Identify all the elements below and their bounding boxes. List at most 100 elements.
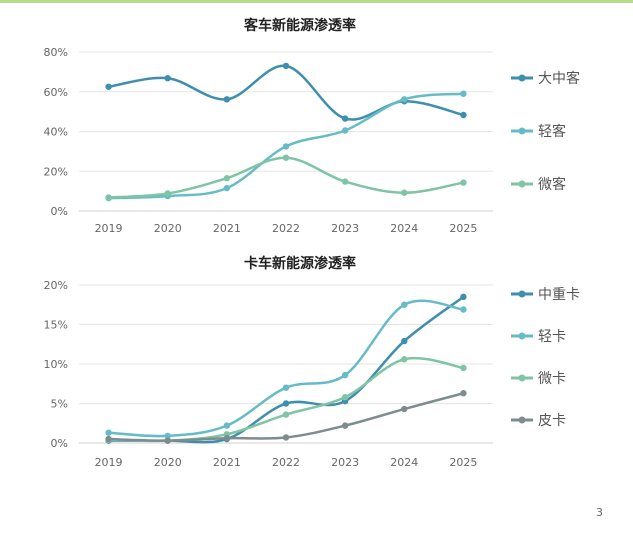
chart-1: 客车新能源渗透率 0% 20% 40% 60% 80% 2019 2020 2021 2022 20… — [44, 17, 580, 235]
data-point — [105, 83, 112, 90]
x-tick-label: 2024 — [390, 222, 418, 235]
x-tick-label: 2025 — [449, 456, 477, 469]
data-point — [164, 75, 171, 82]
y-tick-label: 60% — [44, 86, 68, 99]
series-line — [107, 356, 465, 443]
legend-label: 皮卡 — [538, 413, 566, 429]
series-line — [107, 295, 465, 444]
legend-item: 中重卡 — [511, 287, 580, 303]
data-point — [341, 178, 349, 185]
legend-swatch-marker — [518, 416, 526, 424]
chart-title: 卡车新能源渗透率 — [244, 255, 356, 272]
x-tick-label: 2022 — [272, 222, 300, 235]
data-point — [460, 364, 467, 372]
data-point — [401, 337, 408, 345]
legend-label: 微卡 — [538, 371, 566, 387]
data-point — [105, 435, 112, 443]
chart-title: 客车新能源渗透率 — [243, 17, 356, 34]
data-point — [164, 190, 171, 197]
data-point — [282, 154, 290, 161]
data-point — [460, 90, 467, 97]
x-tick-label: 2024 — [390, 456, 418, 469]
legend-label: 轻客 — [538, 123, 566, 140]
data-point — [460, 111, 467, 119]
data-point — [164, 437, 171, 444]
data-point — [401, 356, 408, 363]
legend-item: 皮卡 — [511, 413, 566, 429]
y-tick-label: 80% — [44, 46, 68, 59]
legend-swatch-marker — [518, 374, 526, 382]
legend-item: 微客 — [511, 176, 566, 193]
series-微卡 — [105, 356, 467, 444]
data-point — [341, 422, 349, 429]
legend-swatch-marker — [518, 127, 526, 135]
data-point — [223, 184, 231, 192]
data-point — [341, 127, 349, 134]
x-tick-label: 2020 — [154, 222, 182, 235]
y-tick-label: 15% — [44, 319, 68, 332]
data-point — [401, 189, 408, 196]
legend-label: 轻卡 — [538, 329, 566, 345]
data-point — [282, 62, 290, 70]
series-轻客 — [105, 90, 467, 202]
legend-swatch-marker — [518, 332, 526, 340]
x-tick-label: 2020 — [154, 456, 182, 469]
data-point — [401, 301, 408, 308]
y-tick-label: 40% — [44, 126, 68, 139]
x-tick-label: 2019 — [95, 456, 123, 469]
data-point — [341, 115, 349, 122]
y-tick-label: 0% — [51, 205, 68, 218]
legend-item: 微卡 — [511, 371, 566, 387]
data-point — [164, 432, 171, 440]
data-point — [282, 384, 290, 391]
data-point — [460, 293, 467, 301]
legend-label: 中重卡 — [538, 287, 580, 303]
series-微客 — [105, 154, 467, 201]
data-point — [460, 390, 467, 397]
data-point — [223, 435, 231, 442]
legend-item: 轻客 — [511, 123, 566, 140]
legend-swatch-marker — [518, 290, 526, 298]
x-tick-label: 2022 — [272, 456, 300, 469]
series-中重卡 — [105, 293, 467, 444]
data-point — [460, 306, 467, 313]
series-line — [107, 156, 465, 199]
data-point — [223, 96, 231, 103]
x-tick-label: 2023 — [331, 222, 359, 235]
legend-label: 大中客 — [538, 70, 580, 87]
y-tick-label: 5% — [51, 398, 68, 411]
page-number: 3 — [596, 506, 603, 519]
data-point — [223, 422, 231, 429]
data-point — [341, 371, 349, 379]
series-line — [107, 64, 465, 121]
series-皮卡 — [105, 390, 467, 444]
x-tick-label: 2021 — [213, 456, 241, 469]
data-point — [460, 179, 467, 186]
data-point — [282, 411, 290, 418]
top-accent-line — [0, 0, 633, 3]
data-point — [401, 96, 408, 103]
data-point — [401, 405, 408, 413]
x-tick-label: 2023 — [331, 456, 359, 469]
y-tick-label: 0% — [51, 437, 68, 450]
legend-swatch-marker — [518, 180, 526, 188]
x-tick-label: 2021 — [213, 222, 241, 235]
y-tick-label: 20% — [44, 279, 68, 292]
y-tick-label: 20% — [44, 165, 68, 178]
data-point — [282, 400, 290, 407]
x-tick-label: 2025 — [449, 222, 477, 235]
data-point — [282, 434, 290, 441]
data-point — [105, 429, 112, 436]
data-point — [282, 143, 290, 150]
data-point — [341, 393, 349, 401]
data-point — [105, 194, 112, 201]
data-point — [223, 175, 231, 182]
series-轻卡 — [105, 299, 467, 440]
legend-swatch-marker — [518, 74, 526, 82]
chart-2: 卡车新能源渗透率 0% 5% 10% 15% 20% 2019 2020 2021 2022 202… — [44, 255, 580, 469]
legend-item: 大中客 — [511, 70, 580, 87]
x-tick-label: 2019 — [95, 222, 123, 235]
legend-label: 微客 — [538, 176, 566, 193]
legend-item: 轻卡 — [511, 329, 566, 345]
